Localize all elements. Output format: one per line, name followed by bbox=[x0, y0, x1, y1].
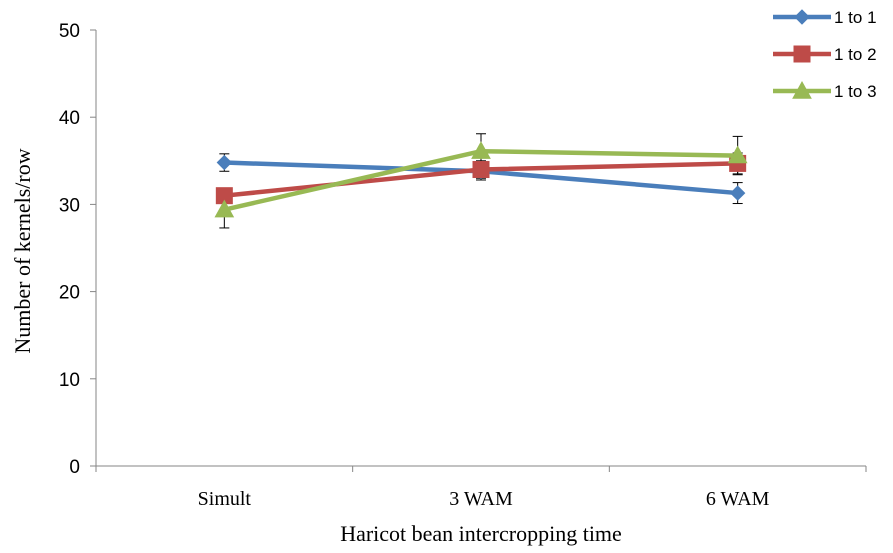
data-point bbox=[471, 141, 491, 159]
y-tick-label: 50 bbox=[59, 21, 80, 42]
legend-label: 1 to 1 bbox=[834, 8, 877, 27]
x-tick-label: Simult bbox=[198, 488, 252, 510]
data-point bbox=[214, 199, 235, 218]
legend-item: 1 to 1 bbox=[773, 8, 877, 27]
data-point bbox=[216, 154, 233, 171]
legend-marker bbox=[794, 9, 810, 25]
data-point bbox=[727, 145, 748, 164]
y-tick-label: 0 bbox=[69, 457, 80, 478]
y-tick-label: 10 bbox=[59, 370, 80, 391]
legend-marker bbox=[793, 45, 811, 63]
x-tick-label: 6 WAM bbox=[706, 488, 770, 510]
legend-label: 1 to 2 bbox=[834, 45, 877, 64]
y-tick-label: 40 bbox=[59, 108, 80, 129]
series-3 bbox=[214, 141, 748, 218]
y-axis-title: Number of kernels/row bbox=[10, 148, 35, 353]
y-tick-label: 20 bbox=[59, 283, 80, 304]
x-tick-label: 3 WAM bbox=[449, 488, 513, 510]
series bbox=[214, 141, 748, 218]
legend: 1 to 1 1 to 2 1 to 3 bbox=[773, 8, 877, 101]
data-point bbox=[472, 161, 490, 179]
x-axis-title: Haricot bean intercropping time bbox=[340, 521, 622, 546]
legend-marker bbox=[792, 80, 812, 99]
axes: 0 10 20 30 40 50 Simult 3 WAM 6 WAM bbox=[59, 21, 867, 510]
legend-item: 1 to 3 bbox=[773, 80, 877, 101]
series-2 bbox=[215, 154, 747, 205]
data-point bbox=[729, 185, 746, 201]
y-tick-label: 30 bbox=[59, 195, 80, 216]
legend-label: 1 to 3 bbox=[834, 82, 877, 101]
legend-item: 1 to 2 bbox=[773, 45, 877, 64]
